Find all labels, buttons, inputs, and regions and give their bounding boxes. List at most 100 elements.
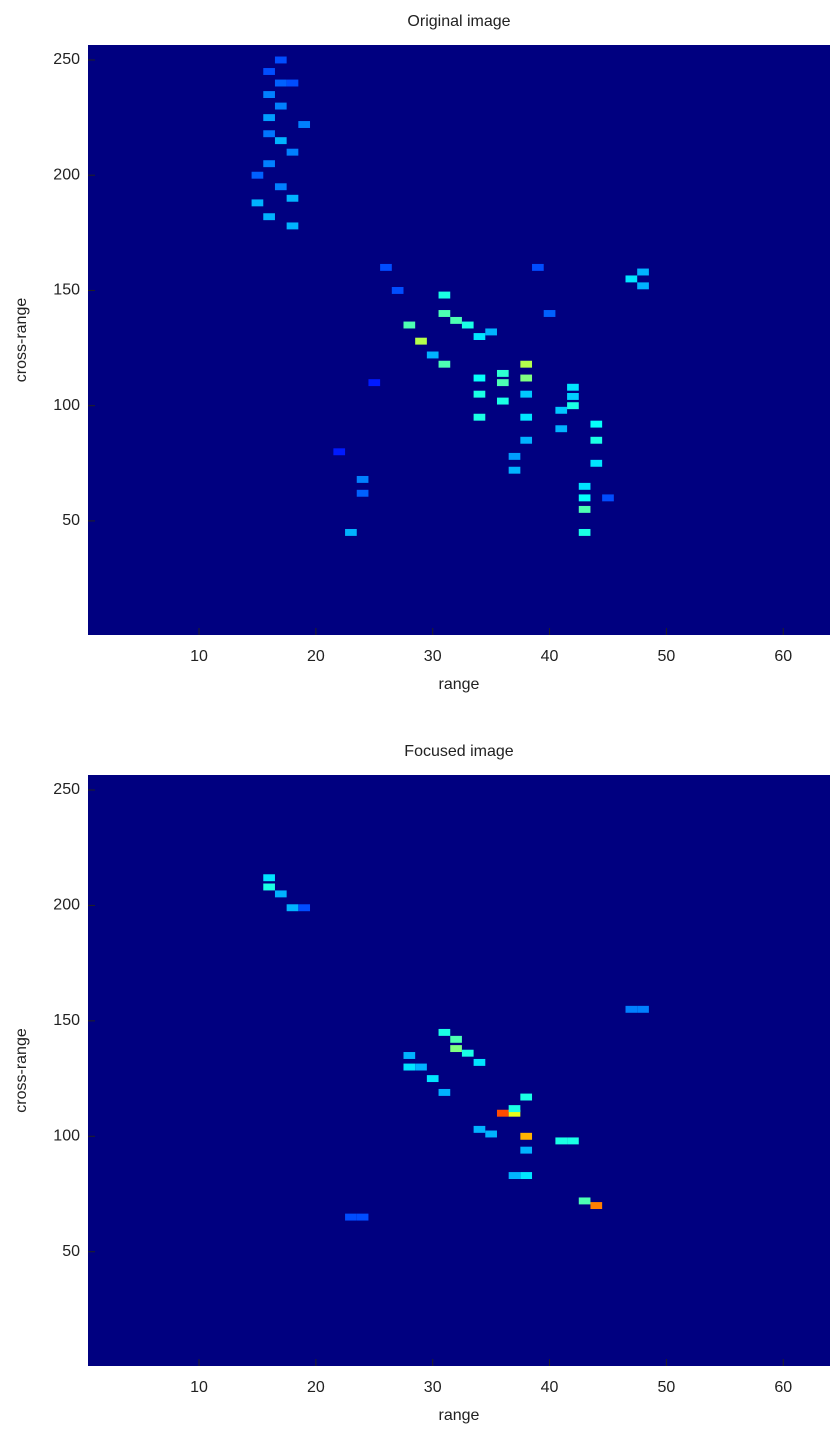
x-tick-label: 10 (190, 648, 208, 665)
x-tick-label: 60 (774, 1379, 792, 1396)
heat-cell (637, 282, 649, 290)
heat-cell (298, 904, 311, 912)
y-tick-label: 200 (53, 166, 80, 183)
heat-cell (625, 275, 638, 283)
y-tick-label: 200 (53, 897, 80, 914)
x-tick-label: 20 (307, 1379, 325, 1396)
heat-cell (520, 1093, 533, 1101)
heat-cell (274, 890, 287, 898)
heat-cell (450, 1045, 462, 1053)
heat-cell (555, 1137, 568, 1145)
heat-cell (298, 121, 311, 128)
x-axis-label: range (439, 676, 480, 693)
heat-cell (567, 393, 579, 400)
heat-cell (532, 263, 544, 271)
heat-cell (426, 1075, 439, 1083)
x-tick-label: 30 (424, 1379, 442, 1396)
heat-cell (508, 466, 521, 474)
heat-cell (368, 379, 381, 387)
heat-cell (415, 337, 427, 345)
heat-cell (450, 1035, 462, 1043)
heat-cell (333, 448, 346, 456)
heat-cell (345, 1213, 357, 1221)
heat-cell (555, 406, 568, 414)
x-tick-label: 30 (424, 648, 442, 665)
chart-title: Original image (407, 13, 510, 30)
heat-cell (263, 874, 275, 882)
heat-cell (263, 883, 275, 891)
heat-cell (578, 505, 591, 513)
heat-cell (508, 452, 521, 460)
heat-cell (251, 171, 264, 179)
heat-cell (461, 1049, 474, 1057)
chart-title: Focused image (404, 743, 513, 760)
heat-cell (485, 328, 497, 336)
heat-cell (625, 1005, 638, 1013)
plot-background (88, 45, 830, 635)
x-axis-label: range (439, 1407, 480, 1424)
heat-cell (520, 1146, 533, 1154)
heat-cell (473, 1125, 486, 1133)
x-tick-label: 50 (658, 1379, 676, 1396)
y-tick-label: 250 (53, 781, 80, 798)
heat-cell (520, 360, 533, 368)
heat-cell (274, 56, 287, 64)
heat-cell (263, 68, 275, 75)
heat-cell (473, 374, 486, 382)
heat-cell (438, 1028, 451, 1036)
heat-cell (263, 213, 275, 221)
heat-cell (520, 374, 533, 382)
heat-cell (356, 489, 369, 497)
heat-cell (508, 1105, 521, 1113)
x-tick-label: 40 (541, 1379, 559, 1396)
heat-cell (263, 160, 275, 168)
heat-cell (590, 459, 603, 467)
heat-cell (438, 291, 451, 299)
heat-cell (438, 360, 451, 368)
x-tick-label: 40 (541, 648, 559, 665)
heat-cell (473, 413, 486, 421)
x-tick-label: 20 (307, 648, 325, 665)
heat-cell (520, 436, 533, 444)
heat-cell (263, 91, 275, 99)
y-tick-label: 150 (53, 282, 80, 299)
heat-cell (508, 1172, 521, 1180)
heat-cell (555, 425, 568, 433)
heat-cell (473, 1058, 486, 1066)
heat-cell (578, 494, 591, 502)
y-axis-label: cross-range (13, 1028, 30, 1113)
heat-cell (415, 1063, 427, 1071)
heat-cell (286, 904, 299, 912)
heat-cell (602, 494, 614, 502)
heat-cell (473, 390, 486, 398)
heat-cell (520, 413, 533, 421)
heat-cell (426, 351, 439, 359)
heat-cell (508, 1109, 521, 1117)
y-axis-label: cross-range (13, 298, 30, 383)
y-tick-label: 100 (53, 1128, 80, 1145)
heat-cell (391, 286, 404, 294)
heat-cell (286, 194, 299, 202)
heatmap (263, 874, 649, 1221)
heat-cell (251, 199, 264, 207)
heat-cell (438, 310, 451, 317)
heat-cell (274, 183, 287, 191)
heat-cell (356, 475, 369, 483)
heat-cell (637, 1005, 649, 1013)
y-tick-label: 150 (53, 1012, 80, 1029)
heat-cell (520, 1172, 533, 1180)
y-tick-label: 250 (53, 51, 80, 68)
heat-cell (345, 528, 357, 536)
x-tick-label: 60 (774, 648, 792, 665)
heat-cell (567, 383, 579, 391)
heat-cell (590, 436, 603, 444)
heat-cell (263, 130, 275, 138)
heat-cell (438, 1088, 451, 1096)
heat-cell (263, 114, 275, 122)
heat-cell (356, 1213, 369, 1221)
heat-cell (286, 148, 299, 156)
heat-cell (403, 321, 416, 329)
heat-cell (450, 316, 462, 324)
